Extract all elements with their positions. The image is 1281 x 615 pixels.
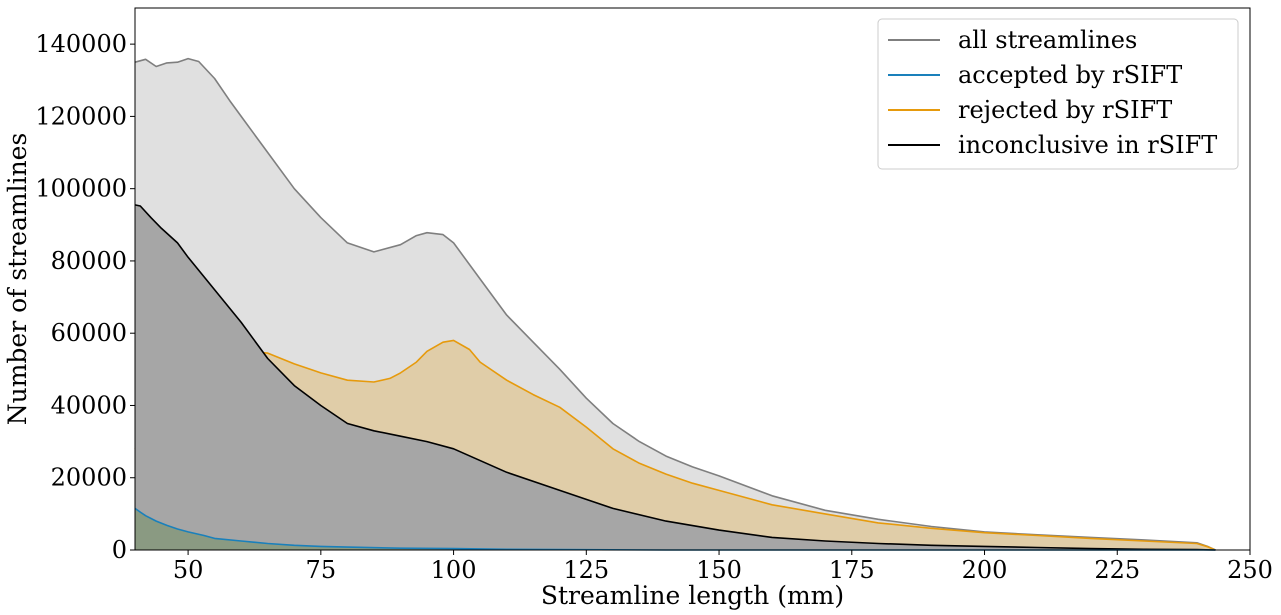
plot-frame <box>134 7 1251 551</box>
legend: all streamlines accepted by rSIFT rejected… <box>877 18 1239 170</box>
y-tick-label: 40000 <box>51 391 127 419</box>
x-axis-label: Streamline length (mm) <box>541 581 844 610</box>
legend-label-inconclusive-in-rsift: inconclusive in rSIFT <box>958 131 1217 159</box>
x-tick-label: 75 <box>306 556 337 584</box>
plot-area <box>134 57 1216 551</box>
series-area-accepted-by-rsift <box>135 508 1216 550</box>
y-axis-label: Number of streamlines <box>3 133 32 426</box>
y-tick-label: 80000 <box>51 247 127 275</box>
series-line-inconclusive-in-rsift <box>134 204 1216 551</box>
x-tick-label: 50 <box>173 556 204 584</box>
x-tick-label: 150 <box>696 556 742 584</box>
x-tick-label: 225 <box>1094 556 1140 584</box>
x-tick-label: 250 <box>1227 556 1273 584</box>
y-tick-label: 140000 <box>35 30 127 58</box>
legend-label-rejected-by-rsift: rejected by rSIFT <box>958 96 1172 124</box>
legend-label-all-streamlines: all streamlines <box>958 26 1137 54</box>
y-tick-label: 120000 <box>35 102 127 130</box>
y-axis: 0 20000 40000 60000 80000 100000 120000 140000 <box>35 30 135 564</box>
x-axis: 50 75 100 125 150 175 200 225 250 <box>173 550 1273 584</box>
legend-label-accepted-by-rsift: accepted by rSIFT <box>958 61 1182 89</box>
y-tick-label: 60000 <box>51 319 127 347</box>
legend-box <box>877 18 1239 170</box>
x-tick-label: 200 <box>962 556 1008 584</box>
x-tick-label: 100 <box>431 556 477 584</box>
x-tick-label: 175 <box>829 556 875 584</box>
series-area-inconclusive-in-rsift <box>135 204 1216 550</box>
series-line-all-streamlines <box>134 57 1216 551</box>
x-tick-label: 125 <box>563 556 609 584</box>
y-tick-label: 100000 <box>35 175 127 203</box>
y-tick-label: 20000 <box>51 464 127 492</box>
y-tick-label: 0 <box>112 536 127 564</box>
series-line-accepted-by-rsift <box>134 507 1216 551</box>
